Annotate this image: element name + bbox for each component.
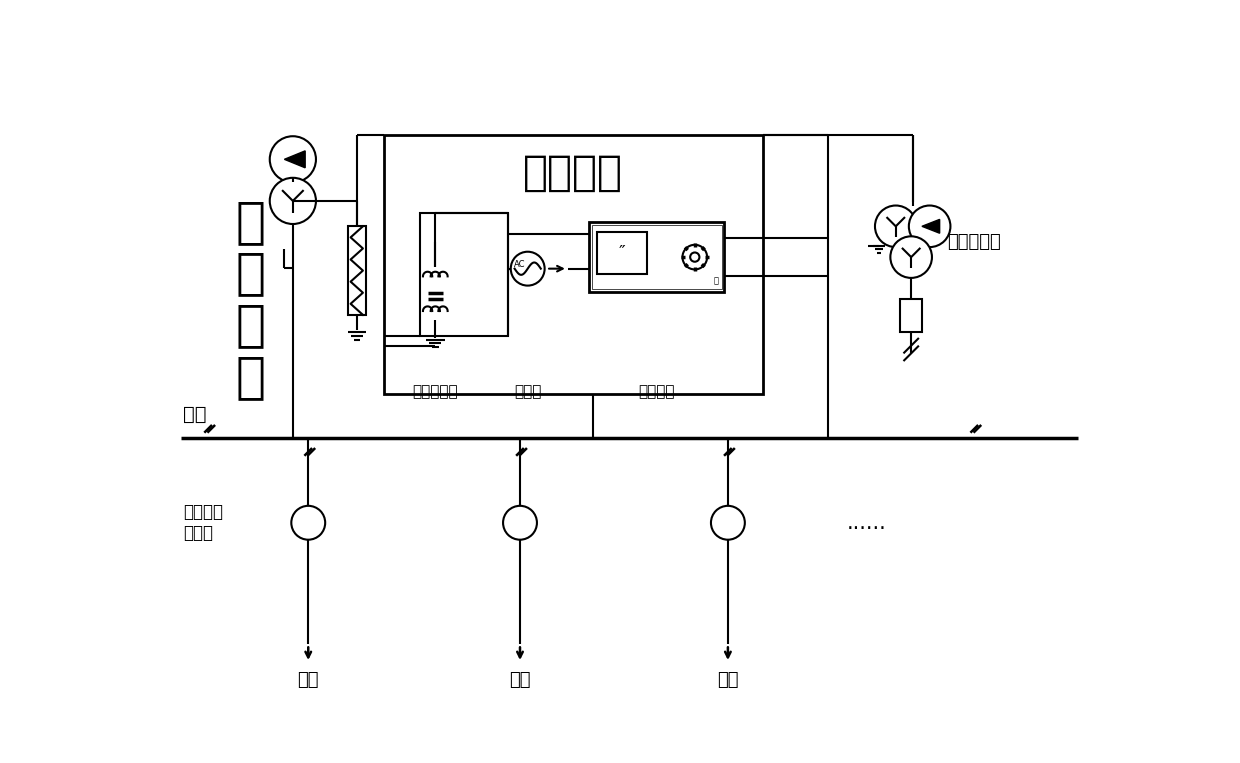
Bar xyxy=(596,232,647,274)
Bar xyxy=(589,223,724,291)
Text: AC: AC xyxy=(513,259,526,269)
Circle shape xyxy=(511,252,544,285)
Text: 零序电流
互感器: 零序电流 互感器 xyxy=(182,504,223,542)
Text: 馈线: 馈线 xyxy=(298,671,319,688)
Bar xyxy=(383,136,763,394)
Bar xyxy=(591,225,722,289)
Text: ......: ...... xyxy=(847,513,887,533)
Text: 母线: 母线 xyxy=(182,405,206,424)
Circle shape xyxy=(270,137,316,182)
Text: 馈线: 馈线 xyxy=(510,671,531,688)
Text: 消弧系统: 消弧系统 xyxy=(523,151,624,193)
Circle shape xyxy=(503,506,537,539)
Text: ″: ″ xyxy=(619,244,625,262)
Circle shape xyxy=(890,237,932,278)
Circle shape xyxy=(909,205,950,247)
Circle shape xyxy=(711,506,745,539)
Text: 升压变压器: 升压变压器 xyxy=(413,384,458,399)
Circle shape xyxy=(875,205,916,247)
Polygon shape xyxy=(921,220,940,233)
Bar xyxy=(900,299,921,332)
Polygon shape xyxy=(284,151,305,168)
Text: 电压源: 电压源 xyxy=(515,384,542,399)
Circle shape xyxy=(691,253,699,262)
Circle shape xyxy=(682,245,707,269)
Circle shape xyxy=(291,506,325,539)
Bar xyxy=(347,227,366,315)
Text: 馈线: 馈线 xyxy=(717,671,739,688)
Text: 消
弧
线
圈: 消 弧 线 圈 xyxy=(236,198,265,401)
Text: 电压互感器: 电压互感器 xyxy=(947,233,1001,251)
Bar xyxy=(420,213,508,336)
Circle shape xyxy=(270,178,316,224)
Text: 占: 占 xyxy=(714,277,719,285)
Text: 选线装置: 选线装置 xyxy=(639,384,675,399)
